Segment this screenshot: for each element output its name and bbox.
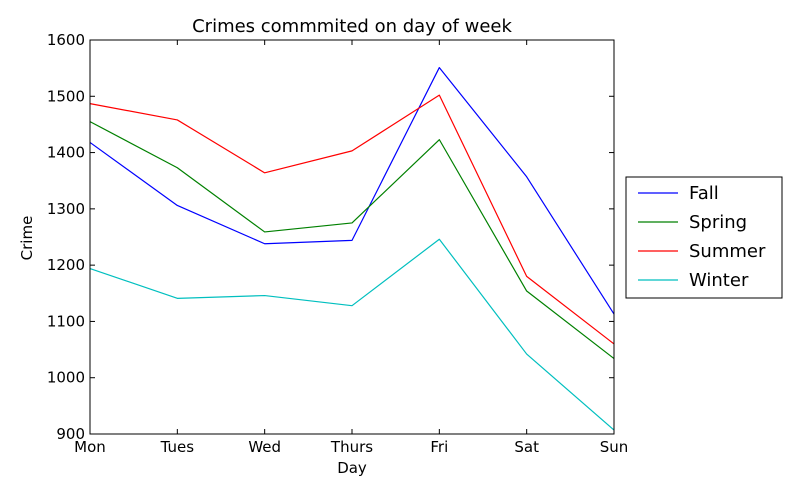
- legend-label-fall: Fall: [689, 183, 719, 204]
- y-tick-label: 1600: [47, 31, 85, 49]
- x-tick-label: Sat: [514, 438, 539, 456]
- x-tick-label: Tues: [160, 438, 195, 456]
- legend-box: [625, 176, 783, 299]
- x-tick-label: Sun: [600, 438, 629, 456]
- y-tick-label: 1100: [47, 312, 85, 330]
- x-axis-title: Day: [337, 459, 367, 477]
- plot-area: Mon Tues Wed Thurs Fri Sat Sun 900 1000 1100 1200 1…: [47, 31, 628, 456]
- y-tick-label: 1500: [47, 87, 85, 105]
- x-tick-label: Wed: [248, 438, 281, 456]
- legend-label-winter: Winter: [689, 270, 749, 291]
- legend-label-spring: Spring: [689, 212, 747, 233]
- x-tick-label: Thurs: [330, 438, 373, 456]
- chart-title: Crimes commmited on day of week: [192, 16, 512, 37]
- series-line-winter: [89, 238, 615, 431]
- y-tick-label: 900: [56, 425, 85, 443]
- y-tick-label: 1400: [47, 144, 85, 162]
- legend: Fall Spring Summer Winter: [625, 176, 783, 299]
- y-tick-label: 1200: [47, 256, 85, 274]
- y-axis-title: Crime: [18, 216, 36, 261]
- y-tick-label: 1000: [47, 369, 85, 387]
- legend-label-summer: Summer: [689, 241, 766, 262]
- series-line-fall: [89, 66, 615, 315]
- plot-frame: [89, 39, 615, 435]
- x-tick-label: Mon: [74, 438, 106, 456]
- y-tick-label: 1300: [47, 200, 85, 218]
- series-line-spring: [89, 121, 615, 360]
- x-tick-label: Fri: [430, 438, 448, 456]
- series-line-summer: [89, 94, 615, 345]
